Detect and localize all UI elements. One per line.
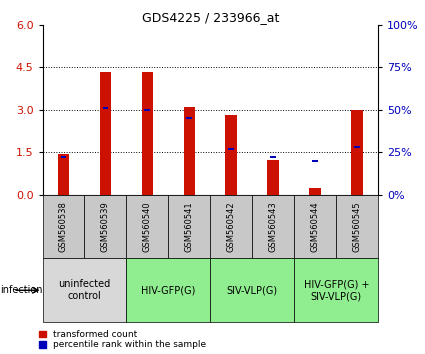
Bar [144, 109, 150, 111]
Bar [354, 146, 360, 148]
Text: GSM560545: GSM560545 [353, 201, 362, 252]
Bar [60, 156, 66, 159]
Text: infection: infection [0, 285, 42, 295]
Text: GSM560543: GSM560543 [269, 201, 278, 252]
Bar [168, 195, 210, 258]
Bar [252, 195, 294, 258]
Text: uninfected
control: uninfected control [58, 279, 110, 301]
Bar [294, 195, 336, 258]
Bar [210, 195, 252, 258]
Bar [85, 195, 127, 258]
Title: GDS4225 / 233966_at: GDS4225 / 233966_at [142, 11, 279, 24]
Text: GSM560540: GSM560540 [143, 201, 152, 252]
Bar [210, 258, 294, 322]
Bar [336, 195, 378, 258]
Bar [228, 148, 234, 150]
Bar [99, 72, 111, 195]
Text: GSM560538: GSM560538 [59, 201, 68, 252]
Bar [187, 117, 193, 119]
Bar [270, 156, 276, 159]
Text: GSM560541: GSM560541 [185, 201, 194, 252]
Text: GSM560542: GSM560542 [227, 201, 236, 252]
Bar [127, 195, 168, 258]
Bar [312, 160, 318, 162]
Text: HIV-GFP(G): HIV-GFP(G) [141, 285, 196, 295]
Bar [142, 72, 153, 195]
Bar [184, 107, 195, 195]
Bar [294, 258, 378, 322]
Bar [351, 110, 363, 195]
Bar [58, 154, 69, 195]
Bar [226, 115, 237, 195]
Text: GSM560539: GSM560539 [101, 201, 110, 252]
Text: SIV-VLP(G): SIV-VLP(G) [227, 285, 278, 295]
Bar [102, 107, 108, 109]
Text: HIV-GFP(G) +
SIV-VLP(G): HIV-GFP(G) + SIV-VLP(G) [303, 279, 369, 301]
Bar [309, 188, 321, 195]
Bar [42, 195, 85, 258]
Bar [267, 160, 279, 195]
Text: GSM560544: GSM560544 [311, 201, 320, 252]
Bar [42, 258, 127, 322]
Legend: transformed count, percentile rank within the sample: transformed count, percentile rank withi… [39, 330, 206, 349]
Bar [127, 258, 210, 322]
